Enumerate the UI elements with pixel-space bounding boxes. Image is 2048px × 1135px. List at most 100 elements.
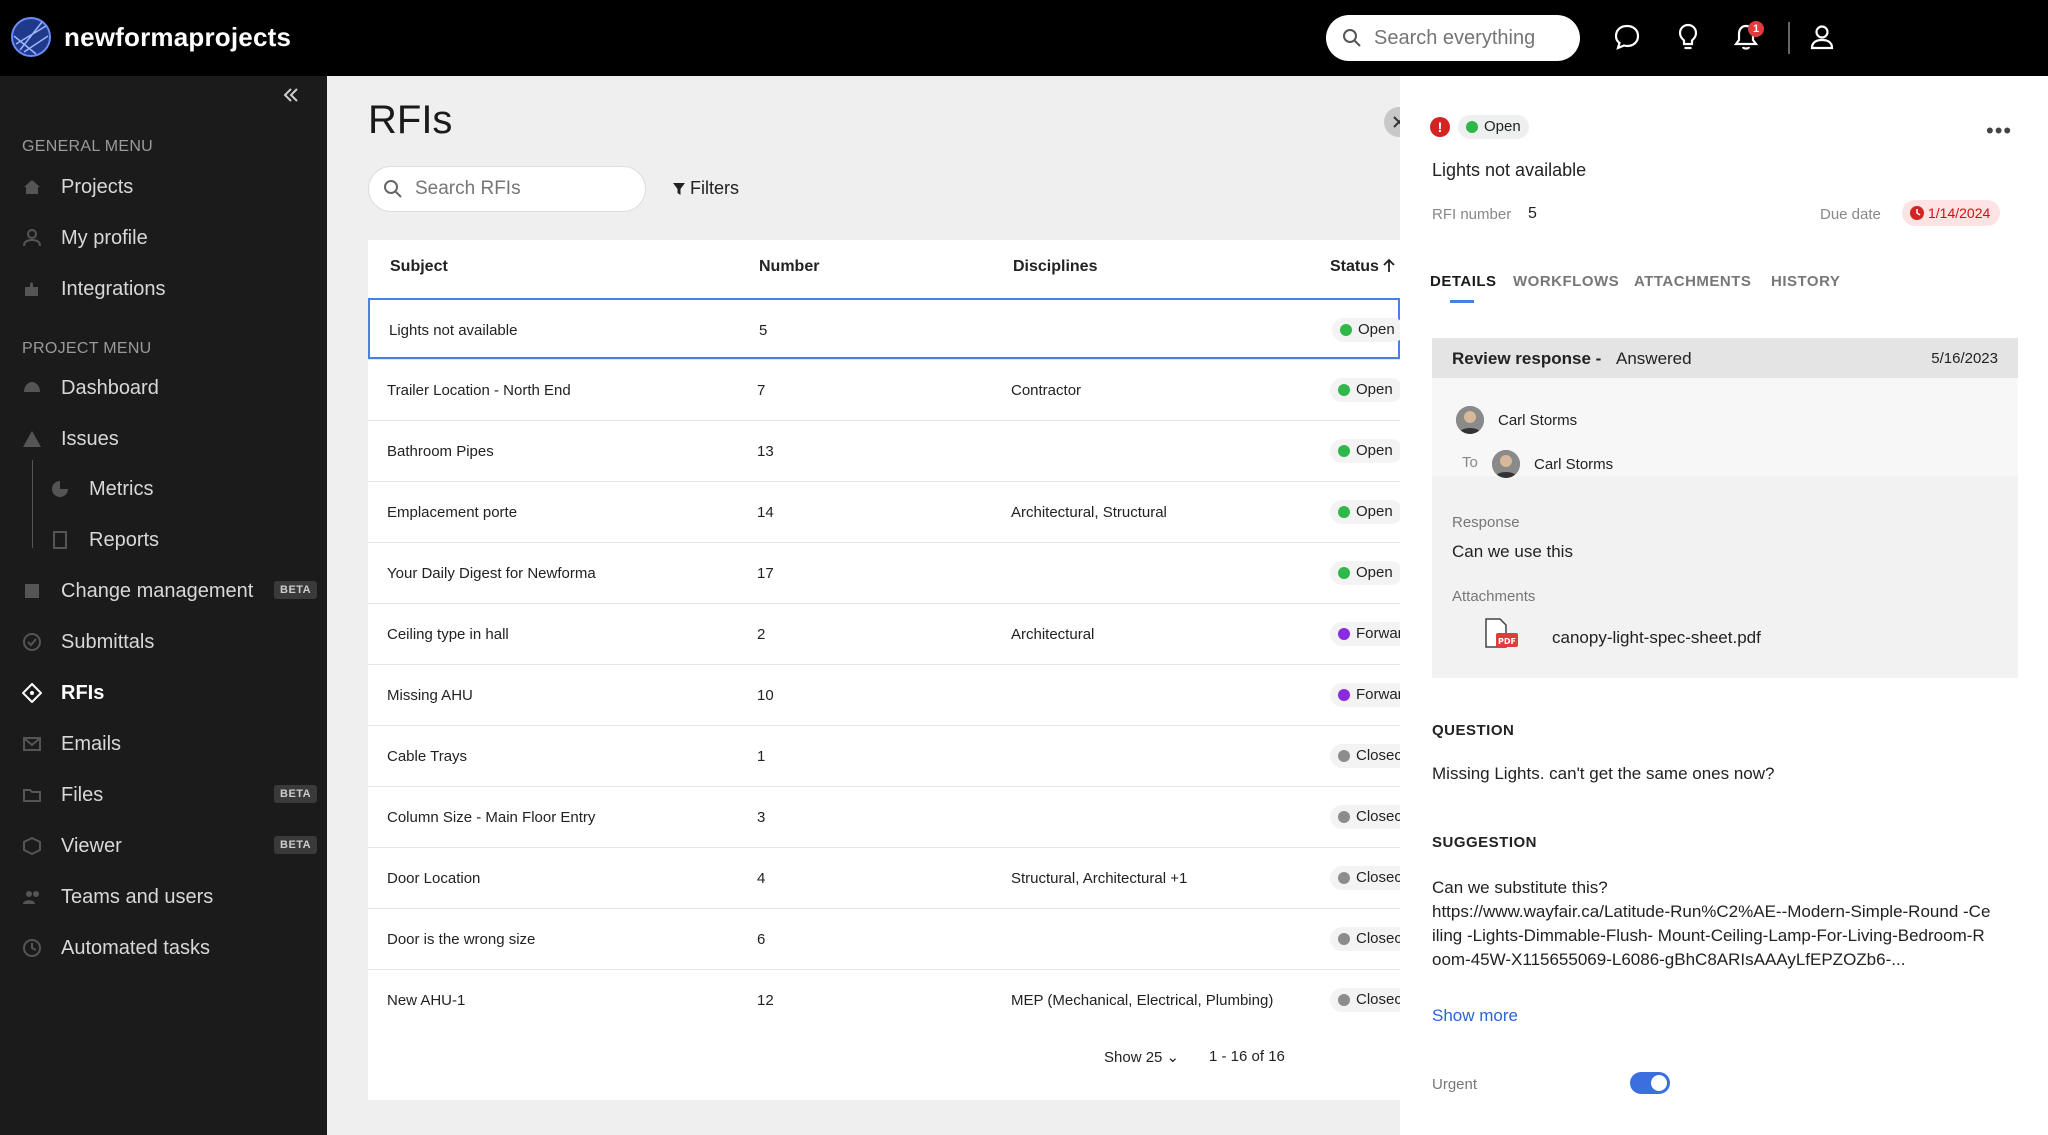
beta-badge: BETA <box>274 785 318 803</box>
report-icon <box>53 531 67 549</box>
review-response-header[interactable]: Review response - Answered 5/16/2023 <box>1432 338 2018 378</box>
sort-ascending-icon[interactable] <box>1382 258 1396 274</box>
table-row[interactable]: Door Location 4 Structural, Architectural … <box>368 847 1400 908</box>
status-badge: Closec <box>1330 805 1400 829</box>
cell-subject: Column Size - Main Floor Entry <box>387 809 596 826</box>
more-options-icon[interactable]: ••• <box>1986 118 2013 143</box>
table-row[interactable]: Door is the wrong size 6 Closec <box>368 908 1400 969</box>
status-badge: Open <box>1330 439 1400 463</box>
tab-history[interactable]: HISTORY <box>1771 273 1841 290</box>
cube-icon <box>23 836 41 856</box>
dashboard-icon <box>24 382 40 392</box>
column-header-status[interactable]: Status <box>1330 258 1379 275</box>
column-header-number[interactable]: Number <box>759 258 820 275</box>
sidebar-item-change-management[interactable]: Change management BETA <box>0 571 327 611</box>
sidebar-item-rfis[interactable]: RFIs <box>0 673 327 713</box>
chat-icon[interactable] <box>1612 22 1642 52</box>
column-header-subject[interactable]: Subject <box>390 258 448 275</box>
search-icon <box>384 180 402 198</box>
attachment-link[interactable]: canopy-light-spec-sheet.pdf <box>1552 628 1761 647</box>
folder-icon <box>23 789 41 802</box>
overdue-clock-icon <box>1910 206 1924 220</box>
person-avatar-icon <box>1456 406 1484 434</box>
sidebar-item-submittals[interactable]: Submittals <box>0 622 327 662</box>
table-row[interactable]: Your Daily Digest for Newforma 17 Open <box>368 542 1400 603</box>
team-icon <box>23 891 39 904</box>
urgent-alert-icon: ! <box>1430 117 1450 137</box>
collapse-sidebar-icon[interactable] <box>280 84 302 106</box>
page-size-select[interactable]: Show 25 ⌄ <box>1104 1048 1179 1066</box>
sidebar-item-emails[interactable]: Emails <box>0 724 327 764</box>
cell-number: 14 <box>757 504 774 521</box>
cell-number: 4 <box>757 870 766 887</box>
due-date-label: Due date <box>1820 206 1881 223</box>
sidebar-item-integrations[interactable]: Integrations <box>0 269 327 309</box>
user-account-icon[interactable] <box>1807 22 1837 52</box>
status-dot <box>1466 121 1478 133</box>
sidebar-item-label: Teams and users <box>61 885 214 908</box>
status-label: Closec <box>1356 869 1400 886</box>
general-menu-header: GENERAL MENU <box>22 138 154 155</box>
table-row[interactable]: Column Size - Main Floor Entry 3 Closec <box>368 786 1400 847</box>
global-search-input[interactable] <box>1374 26 1564 50</box>
rfi-table: Subject Number Disciplines Status Lights… <box>368 240 1400 1100</box>
table-row[interactable]: Bathroom Pipes 13 Open <box>368 420 1400 481</box>
filter-icon <box>673 182 685 195</box>
table-row[interactable]: New AHU-1 12 MEP (Mechanical, Electrical, … <box>368 969 1400 1030</box>
sidebar-item-projects[interactable]: Projects <box>0 167 327 207</box>
to-name: Carl Storms <box>1534 456 1614 473</box>
sidebar-item-reports[interactable]: Reports <box>0 520 327 560</box>
show-more-link[interactable]: Show more <box>1432 1006 1518 1025</box>
pdf-file-icon: PDF <box>1485 618 1518 648</box>
mail-icon <box>23 737 41 751</box>
avatar <box>1492 450 1520 478</box>
status-label: Open <box>1358 321 1395 338</box>
rfi-detail-panel: ! Open ••• Lights not available RFI numb… <box>1400 76 2048 1135</box>
status-dot <box>1338 994 1350 1006</box>
table-row[interactable]: Trailer Location - North End 7 Contractor O… <box>368 359 1400 420</box>
cell-subject: Lights not available <box>389 322 518 339</box>
sidebar-item-dashboard[interactable]: Dashboard <box>0 368 327 408</box>
filters-label: Filters <box>690 178 739 198</box>
sidebar-item-metrics[interactable]: Metrics <box>0 469 327 509</box>
sidebar-item-teams-and-users[interactable]: Teams and users <box>0 877 327 917</box>
cell-number: 12 <box>757 992 774 1009</box>
brand[interactable]: newformaprojects <box>10 16 291 58</box>
status-dot <box>1338 750 1350 762</box>
tab-details[interactable]: DETAILS <box>1430 273 1497 290</box>
global-search[interactable] <box>1326 15 1580 61</box>
table-row[interactable]: Emplacement porte 14 Architectural, Struct… <box>368 481 1400 542</box>
lightbulb-icon[interactable] <box>1673 22 1703 52</box>
column-header-disciplines[interactable]: Disciplines <box>1013 258 1098 275</box>
status-label: Open <box>1356 503 1393 520</box>
sidebar-item-label: Files <box>61 783 104 806</box>
cell-disciplines: MEP (Mechanical, Electrical, Plumbing) <box>1011 992 1274 1009</box>
tab-workflows[interactable]: WORKFLOWS <box>1513 273 1620 290</box>
sidebar-item-viewer[interactable]: Viewer BETA <box>0 826 327 866</box>
sidebar-item-automated-tasks[interactable]: Automated tasks <box>0 928 327 968</box>
change-icon <box>25 584 39 598</box>
sidebar-item-label: Metrics <box>89 477 154 500</box>
pie-chart-icon <box>52 481 68 497</box>
status-label: Forwar <box>1356 625 1400 642</box>
cell-subject: Trailer Location - North End <box>387 382 571 399</box>
table-row[interactable]: Missing AHU 10 Forwar <box>368 664 1400 725</box>
table-row[interactable]: Cable Trays 1 Closec <box>368 725 1400 786</box>
cell-number: 10 <box>757 687 774 704</box>
search-icon <box>1343 29 1361 47</box>
sidebar-item-issues[interactable]: Issues <box>0 419 327 459</box>
tab-attachments[interactable]: ATTACHMENTS <box>1634 273 1752 290</box>
cell-subject: New AHU-1 <box>387 992 466 1009</box>
cell-number: 5 <box>759 322 768 339</box>
filters-button[interactable]: Filters <box>672 178 739 199</box>
sidebar-item-my-profile[interactable]: My profile <box>0 218 327 258</box>
urgent-toggle[interactable] <box>1630 1072 1670 1094</box>
cell-subject: Missing AHU <box>387 687 473 704</box>
rfi-search-input[interactable] <box>415 178 615 200</box>
table-row[interactable]: Ceiling type in hall 2 Architectural Forwar <box>368 603 1400 664</box>
table-row[interactable]: Lights not available 5 Open <box>368 298 1400 359</box>
status-badge: Open <box>1330 378 1400 402</box>
sidebar-item-files[interactable]: Files BETA <box>0 775 327 815</box>
rfi-search[interactable] <box>368 166 646 212</box>
house-icon <box>24 180 40 194</box>
